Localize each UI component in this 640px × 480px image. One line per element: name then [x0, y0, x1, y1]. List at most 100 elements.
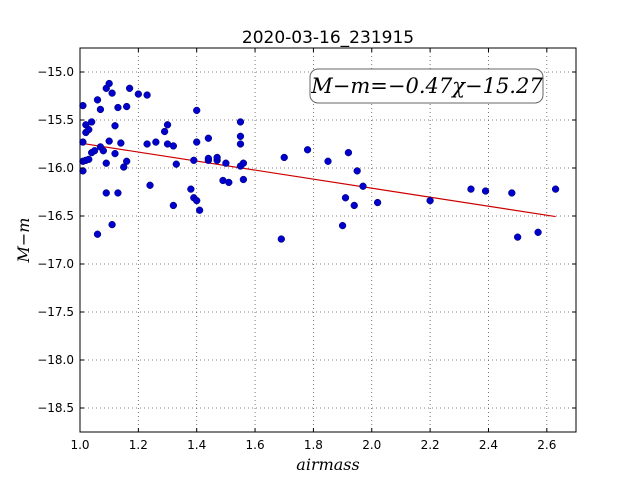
- data-point: [195, 206, 204, 214]
- data-point: [353, 167, 361, 175]
- data-point: [143, 91, 151, 99]
- annotation-text: M−m=−0.47χ−15.27: [310, 74, 543, 98]
- data-point: [114, 189, 122, 197]
- data-point: [359, 182, 367, 190]
- y-axis-label: M−m: [14, 218, 33, 264]
- x-tick-label: 2.4: [479, 438, 498, 452]
- data-point: [102, 189, 110, 197]
- data-point: [338, 221, 347, 230]
- y-tick-label: −16.0: [37, 161, 74, 175]
- data-point: [85, 155, 93, 164]
- data-point: [193, 106, 201, 115]
- data-point: [111, 149, 119, 158]
- data-point: [341, 194, 350, 202]
- data-point: [152, 138, 160, 146]
- data-point: [236, 140, 245, 148]
- data-point: [111, 122, 119, 130]
- data-point: [239, 175, 248, 184]
- data-point: [426, 196, 434, 205]
- data-point: [105, 137, 113, 145]
- data-point: [85, 125, 93, 134]
- data-point: [134, 90, 143, 98]
- data-point: [277, 235, 285, 243]
- x-tick-label: 2.2: [421, 438, 440, 452]
- fit-line: [79, 142, 556, 218]
- data-point: [169, 142, 178, 150]
- y-tick-label: −15.5: [37, 113, 74, 127]
- x-tick-label: 2.0: [362, 438, 381, 452]
- data-point: [108, 220, 116, 229]
- y-tick-label: −16.5: [37, 209, 74, 223]
- data-point: [193, 196, 201, 205]
- data-point: [123, 102, 131, 111]
- data-point: [551, 185, 560, 193]
- data-points: [79, 79, 560, 243]
- data-point: [190, 156, 198, 164]
- y-axis-ticks: −15.0 −15.5 −16.0 −16.5 −17.0 −17.5 −18.0 −18.5: [37, 65, 576, 415]
- chart-title: 2020-03-16_231915: [242, 28, 414, 48]
- data-point: [88, 118, 96, 126]
- data-point: [204, 134, 213, 142]
- x-tick-label: 2.6: [537, 438, 556, 452]
- data-point: [508, 189, 516, 197]
- data-point: [324, 157, 332, 165]
- x-tick-label: 1.6: [246, 438, 265, 452]
- y-tick-label: −18.0: [37, 353, 74, 367]
- data-point: [143, 140, 151, 148]
- y-tick-label: −18.5: [37, 401, 74, 415]
- annotation-box: [309, 68, 544, 104]
- y-tick-label: −17.0: [37, 257, 74, 271]
- data-point: [117, 139, 125, 147]
- data-point: [213, 153, 221, 162]
- data-point: [481, 187, 490, 195]
- data-point: [93, 96, 102, 104]
- y-tick-label: −15.0: [37, 65, 74, 79]
- x-tick-label: 1.4: [187, 438, 206, 452]
- data-point: [160, 127, 169, 136]
- data-point: [114, 103, 122, 112]
- y-tick-label: −17.5: [37, 305, 74, 319]
- data-point: [204, 154, 213, 163]
- data-point: [344, 148, 353, 157]
- data-point: [280, 153, 288, 162]
- data-point: [513, 233, 522, 241]
- fit-annotation: M−m=−0.47χ−15.27: [309, 68, 544, 104]
- data-point: [239, 159, 248, 167]
- data-point: [102, 159, 110, 167]
- x-tick-label: 1.8: [304, 438, 323, 452]
- fit-line-group: [79, 142, 556, 218]
- data-point: [222, 159, 230, 167]
- data-point: [125, 84, 134, 92]
- data-point: [79, 167, 87, 175]
- data-point: [225, 178, 233, 187]
- data-point: [193, 138, 201, 146]
- data-point: [169, 201, 178, 210]
- data-point: [187, 185, 195, 193]
- data-point: [93, 230, 102, 238]
- data-point: [79, 138, 87, 146]
- x-tick-label: 1.0: [70, 438, 89, 452]
- data-point: [146, 181, 154, 189]
- data-point: [163, 121, 172, 129]
- x-tick-label: 1.2: [129, 438, 148, 452]
- data-point: [534, 228, 542, 236]
- data-point: [236, 118, 245, 126]
- data-point: [99, 147, 107, 155]
- data-point: [303, 146, 312, 154]
- data-point: [90, 147, 99, 155]
- data-point: [96, 105, 105, 114]
- x-axis-label: airmass: [296, 455, 359, 474]
- data-point: [120, 163, 128, 171]
- x-axis-ticks: 1.0 1.2 1.4 1.6 1.8 2.0 2.2 2.4 2.6: [70, 48, 556, 452]
- data-point: [79, 101, 87, 110]
- data-point: [123, 157, 131, 165]
- plot-frame: [79, 47, 577, 433]
- data-point: [172, 160, 180, 168]
- data-point: [236, 132, 245, 140]
- data-point: [350, 201, 358, 210]
- data-point: [105, 79, 113, 88]
- data-point: [108, 89, 116, 97]
- data-point: [373, 198, 382, 207]
- data-point: [467, 185, 475, 193]
